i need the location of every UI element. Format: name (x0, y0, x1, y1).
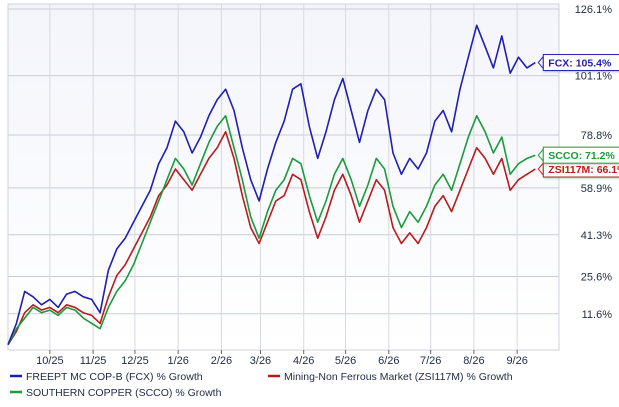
series-line (7, 115, 536, 346)
y-tick-label: 41.3% (581, 230, 612, 242)
legend-label: FREEPT MC COP-B (FCX) % Growth (26, 371, 203, 383)
y-axis: 11.6% 25.6% 41.3% 58.9% 78.8% 101.1% 126.1% (575, 4, 613, 321)
x-tick-label: 6/26 (378, 355, 399, 367)
y-tick-label: 25.6% (581, 272, 612, 284)
end-label-text: ZSI117M: 66.1% (548, 164, 619, 176)
x-tick-label: 8/26 (463, 355, 484, 367)
x-tick-label: 1/26 (167, 355, 188, 367)
x-tick-label: 12/25 (121, 355, 149, 367)
legend-item: SOUTHERN COPPER (SCCO) % Growth (10, 387, 222, 399)
end-labels: FCX: 105.4% ZSI117M: 66.1% SCCO: 71.2% (537, 54, 619, 178)
series-line (7, 24, 536, 345)
y-tick-label: 11.6% (582, 309, 613, 321)
x-tick-label: 10/25 (36, 355, 64, 367)
y-tick-label: 58.9% (581, 183, 612, 195)
y-tick-label: 78.8% (581, 130, 612, 142)
x-axis: 10/25 11/25 12/25 1/26 2/26 3/26 4/26 5/26 6/26 7… (36, 350, 528, 367)
end-label: SCCO: 71.2% (537, 146, 619, 164)
x-tick-label: 2/26 (211, 355, 232, 367)
y-tick-label: 101.1% (575, 71, 613, 83)
y-tick-label: 126.1% (575, 4, 613, 16)
legend-label: SOUTHERN COPPER (SCCO) % Growth (26, 387, 222, 399)
end-label: FCX: 105.4% (537, 54, 619, 72)
series-line (7, 131, 536, 346)
legend: FREEPT MC COP-B (FCX) % Growth Mining-Non… (10, 371, 513, 399)
legend-item: FREEPT MC COP-B (FCX) % Growth (10, 371, 203, 383)
plot-area (7, 3, 560, 351)
series-lines (7, 24, 536, 346)
end-label-text: SCCO: 71.2% (548, 150, 615, 162)
x-tick-label: 7/26 (420, 355, 441, 367)
end-label-text: FCX: 105.4% (548, 58, 612, 70)
x-tick-label: 11/25 (80, 355, 107, 367)
legend-item: Mining-Non Ferrous Market (ZSI117M) % Gr… (268, 371, 513, 383)
x-tick-label: 4/26 (293, 355, 314, 367)
legend-label: Mining-Non Ferrous Market (ZSI117M) % Gr… (284, 371, 513, 383)
x-tick-label: 3/26 (250, 355, 271, 367)
x-tick-label: 5/26 (335, 355, 356, 367)
x-tick-label: 9/26 (506, 355, 527, 367)
